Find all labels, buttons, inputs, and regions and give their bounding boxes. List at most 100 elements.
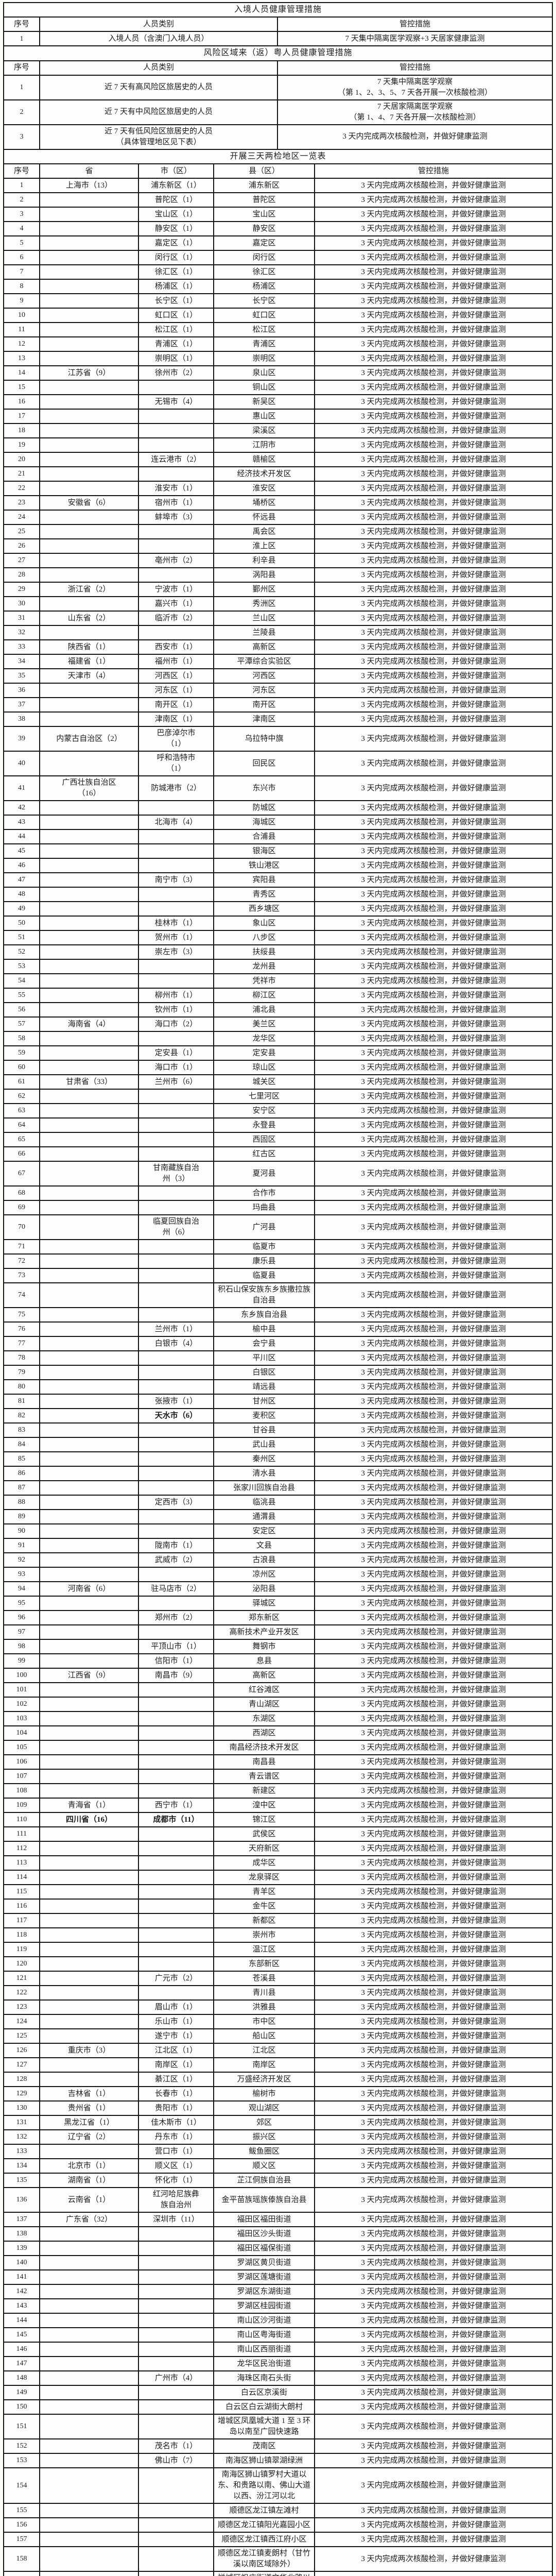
table-row: 93 凉州区 3 天内完成两次核酸检测，并做好健康监测 — [3, 1567, 553, 1583]
cell-city — [138, 1365, 214, 1381]
cell-no: 38 — [3, 711, 40, 727]
table-row: 50 桂林市（1） 象山区 3 天内完成两次核酸检测，并做好健康监测 — [3, 916, 553, 931]
cell-no: 63 — [3, 1103, 40, 1119]
cell-province: 辽宁省（2） — [39, 2129, 139, 2145]
cell-province — [39, 279, 139, 295]
table-row: 10 虹口区（1） 虹口区 3 天内完成两次核酸检测，并做好健康监测 — [3, 308, 553, 324]
cell-county: 文县 — [213, 1538, 315, 1554]
cell-city — [138, 1239, 214, 1255]
cell-city — [138, 973, 214, 989]
cell-city — [138, 2571, 214, 2576]
table-row: 109 青海省（1） 西宁市（1） 湟中区 3 天内完成两次核酸检测，并做好健康监测 — [3, 1798, 553, 1814]
cell-province — [39, 235, 139, 251]
cell-province: 江苏省（9） — [39, 365, 139, 381]
cell-county: 南海区狮山镇罗村大道以东、和贵路以南、佛山大道以西、汾江河以北 — [213, 2467, 315, 2504]
cell-province — [39, 1769, 139, 1785]
cell-no: 42 — [3, 800, 40, 816]
cell-province — [39, 1200, 139, 1216]
cell-city — [138, 1466, 214, 1482]
cell-county: 白云区京溪街 — [213, 2385, 315, 2401]
table-row: 105 南昌经济技术开发区 3 天内完成两次核酸检测，并做好健康监测 — [3, 1740, 553, 1756]
table-row: 77 白银市（4） 会宁县 3 天内完成两次核酸检测，并做好健康监测 — [3, 1336, 553, 1352]
cell-no: 17 — [3, 409, 40, 425]
cell-no: 49 — [3, 901, 40, 917]
cell-city: 崇明区（1） — [138, 351, 214, 367]
cell-province — [39, 207, 139, 223]
table-row: 79 白银区 3 天内完成两次核酸检测，并做好健康监测 — [3, 1365, 553, 1381]
cell-county: 龙州县 — [213, 959, 315, 975]
cell-city: 静安区（1） — [138, 221, 214, 237]
cell-no: 83 — [3, 1422, 40, 1438]
cell-county: 顺德区龙江镇左滩村 — [213, 2503, 315, 2519]
cell-city — [138, 1754, 214, 1770]
cell-no: 34 — [3, 654, 40, 670]
table-row: 130 贵州省（1） 贵阳市（1） 观山湖区 3 天内完成两次核酸检测，并做好健康监测 — [3, 2100, 553, 2116]
cell-measure: 3 天内完成两次核酸检测，并做好健康监测 — [314, 2043, 553, 2059]
cell-city: 津南区（1） — [138, 711, 214, 727]
cell-measure: 3 天内完成两次核酸检测，并做好健康监测 — [314, 625, 553, 641]
cell-province — [39, 1253, 139, 1269]
cell-province — [39, 1350, 139, 1366]
cell-measure: 3 天内完成两次核酸检测，并做好健康监测 — [314, 553, 553, 569]
district-table-title: 开展三天两检地区一览表 — [3, 148, 553, 165]
table-row: 103 东湖区 3 天内完成两次核酸检测，并做好健康监测 — [3, 1711, 553, 1727]
cell-no: 146 — [3, 2342, 40, 2358]
table-row: 54 凭祥市 3 天内完成两次核酸检测，并做好健康监测 — [3, 973, 553, 989]
cell-province — [39, 2370, 139, 2386]
cell-province — [39, 1185, 139, 1201]
cell-no: 11 — [3, 322, 40, 338]
table-row: 78 平川区 3 天内完成两次核酸检测，并做好健康监测 — [3, 1350, 553, 1366]
cell-province: 海南省（4） — [39, 1016, 139, 1032]
cell-county: 秦州区 — [213, 1451, 315, 1467]
cell-no: 88 — [3, 1495, 40, 1511]
cell-no: 107 — [3, 1769, 40, 1785]
table-row: 25 禹会区 3 天内完成两次核酸检测，并做好健康监测 — [3, 524, 553, 540]
cell-county: 南山区粤海街道 — [213, 2327, 315, 2343]
table-row: 154 南海区狮山镇罗村大道以东、和贵路以南、佛山大道以西、汾江河以北 3 天内完成… — [3, 2467, 553, 2504]
cell-county: 福田区福田街道 — [213, 2212, 315, 2228]
cell-city — [138, 1682, 214, 1698]
cell-province — [39, 711, 139, 727]
cell-province — [39, 1268, 139, 1284]
cell-no: 85 — [3, 1451, 40, 1467]
cell-measure: 3 天内完成两次核酸检测，并做好健康监测 — [314, 1639, 553, 1655]
cell-measure: 3 天内完成两次核酸检测，并做好健康监测 — [314, 1451, 553, 1467]
cell-county: 振兴区 — [213, 2129, 315, 2145]
cell-city: 贵阳市（1） — [138, 2100, 214, 2116]
cell-no: 150 — [3, 2399, 40, 2415]
cell-province — [39, 1117, 139, 1133]
table-row: 68 合作市 3 天内完成两次核酸检测，并做好健康监测 — [3, 1185, 553, 1201]
cell-city: 南开区（1） — [138, 697, 214, 713]
cell-city — [138, 800, 214, 816]
cell-county: 福田区沙头街道 — [213, 2226, 315, 2242]
cell-no: 18 — [3, 423, 40, 439]
cell-category: 近 7 天有低风险区旅居史的人员 （具体管理地区见下表） — [39, 124, 278, 150]
cell-no: 2 — [3, 192, 40, 208]
cell-county: 浦北县 — [213, 1002, 315, 1018]
cell-no: 73 — [3, 1268, 40, 1284]
cell-county: 禹会区 — [213, 524, 315, 540]
cell-city — [138, 538, 214, 554]
cell-no: 56 — [3, 1002, 40, 1018]
cell-no: 118 — [3, 1927, 40, 1943]
cell-county: 古浪县 — [213, 1552, 315, 1568]
cell-county: 海城区 — [213, 815, 315, 831]
cell-county: 罗湖区黄贝街道 — [213, 2255, 315, 2271]
cell-county: 松江区 — [213, 322, 315, 338]
cell-no: 54 — [3, 973, 40, 989]
cell-county: 天府新区 — [213, 1841, 315, 1857]
cell-no: 152 — [3, 2438, 40, 2454]
cell-no: 101 — [3, 1682, 40, 1698]
cell-measure: 3 天内完成两次核酸检测，并做好健康监测 — [314, 944, 553, 960]
cell-measure: 3 天内完成两次核酸检测，并做好健康监测 — [314, 524, 553, 540]
cell-province — [39, 1509, 139, 1525]
cell-province — [39, 567, 139, 583]
table-row: 145 南山区粤海街道 3 天内完成两次核酸检测，并做好健康监测 — [3, 2327, 553, 2343]
cell-county: 锦江区 — [213, 1812, 315, 1828]
cell-county: 临夏县 — [213, 1268, 315, 1284]
cell-province — [39, 1884, 139, 1900]
cell-city: 顺义区（1） — [138, 2158, 214, 2174]
cell-no: 124 — [3, 2014, 40, 2030]
cell-county: 龙华区 — [213, 1031, 315, 1047]
